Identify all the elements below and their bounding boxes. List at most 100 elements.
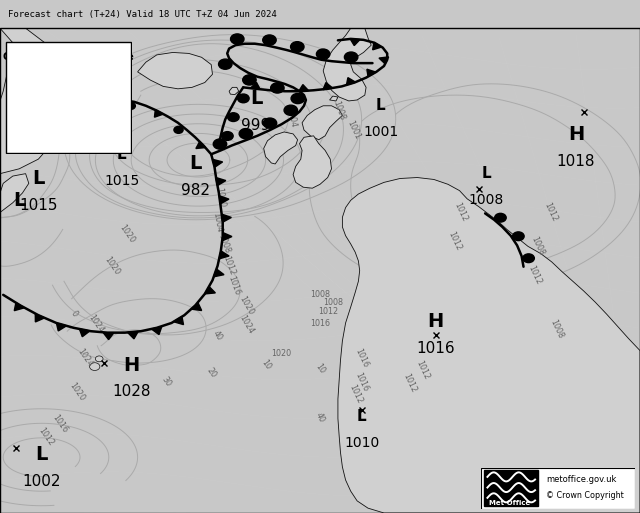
Circle shape	[291, 93, 305, 104]
Polygon shape	[212, 160, 223, 167]
Circle shape	[495, 213, 506, 222]
Text: 1020: 1020	[67, 381, 86, 403]
Text: 1002: 1002	[22, 474, 61, 489]
Polygon shape	[299, 85, 308, 91]
Bar	[484, 470, 538, 506]
Text: 40: 40	[314, 411, 326, 424]
Circle shape	[90, 363, 100, 370]
Polygon shape	[14, 303, 24, 311]
Text: H: H	[568, 125, 584, 144]
Text: 50N: 50N	[6, 107, 23, 115]
Text: Forecast chart (T+24) Valid 18 UTC T+Z 04 Jun 2024: Forecast chart (T+24) Valid 18 UTC T+Z 0…	[8, 10, 276, 18]
Circle shape	[219, 59, 232, 69]
Circle shape	[243, 75, 256, 85]
Text: 1008: 1008	[332, 100, 347, 122]
Text: 30: 30	[160, 376, 173, 389]
Text: 1004: 1004	[285, 107, 298, 129]
Text: 10: 10	[259, 359, 272, 372]
Text: L: L	[376, 98, 386, 113]
Polygon shape	[79, 329, 90, 337]
Text: L: L	[189, 154, 202, 173]
Text: in kt for 4.0 hPa intervals: in kt for 4.0 hPa intervals	[9, 66, 128, 75]
Circle shape	[271, 83, 284, 93]
Text: 10: 10	[94, 136, 105, 145]
Text: 999: 999	[241, 117, 271, 133]
Bar	[28, 80, 125, 127]
Polygon shape	[191, 303, 202, 310]
Text: Met Office: Met Office	[489, 500, 531, 506]
Text: H: H	[123, 356, 140, 374]
Text: 1020: 1020	[102, 255, 122, 277]
Polygon shape	[372, 43, 381, 50]
Text: 1018: 1018	[557, 154, 595, 169]
Text: 1024: 1024	[237, 314, 255, 336]
Polygon shape	[275, 85, 284, 91]
Text: 1020: 1020	[237, 294, 255, 317]
Text: L: L	[356, 408, 367, 424]
Text: 1028: 1028	[112, 384, 150, 399]
Text: 1020: 1020	[117, 224, 136, 245]
Polygon shape	[56, 323, 67, 331]
Polygon shape	[293, 136, 332, 188]
Text: 1015: 1015	[19, 198, 58, 213]
Text: 15: 15	[40, 66, 52, 75]
Polygon shape	[264, 132, 298, 164]
Circle shape	[95, 356, 103, 362]
Text: 1004: 1004	[211, 211, 224, 233]
Text: 1016: 1016	[310, 320, 330, 328]
Text: 40: 40	[211, 329, 224, 343]
Text: 1008: 1008	[216, 233, 232, 255]
Text: 1008: 1008	[323, 298, 343, 307]
Text: 1012: 1012	[221, 255, 237, 277]
Circle shape	[126, 103, 135, 109]
Circle shape	[239, 129, 253, 139]
Text: 1024: 1024	[86, 313, 106, 335]
Circle shape	[344, 52, 358, 62]
Circle shape	[221, 132, 233, 141]
Text: 1001: 1001	[363, 126, 399, 140]
Text: 20: 20	[205, 366, 218, 379]
Circle shape	[513, 232, 524, 241]
Polygon shape	[127, 331, 138, 339]
Polygon shape	[35, 314, 45, 322]
Text: 80: 80	[26, 136, 36, 145]
Circle shape	[263, 118, 276, 128]
Polygon shape	[205, 286, 216, 294]
Circle shape	[174, 126, 183, 133]
Text: 40: 40	[29, 66, 40, 75]
Circle shape	[316, 49, 330, 59]
Text: 1012: 1012	[446, 230, 463, 252]
Polygon shape	[367, 69, 376, 76]
Text: 1012: 1012	[401, 372, 418, 394]
Text: 1015: 1015	[104, 174, 140, 188]
Circle shape	[230, 34, 244, 44]
Circle shape	[237, 94, 249, 103]
Text: 40N: 40N	[6, 122, 23, 131]
Polygon shape	[151, 327, 162, 334]
Text: L: L	[35, 445, 48, 464]
Text: 1012: 1012	[526, 264, 543, 286]
Polygon shape	[323, 28, 371, 101]
Text: 1012: 1012	[36, 426, 56, 448]
Text: 1024: 1024	[75, 347, 94, 369]
Polygon shape	[250, 83, 260, 89]
Text: L: L	[13, 191, 26, 210]
Text: 1000: 1000	[214, 187, 227, 208]
Circle shape	[291, 42, 304, 52]
Text: 25: 25	[40, 136, 52, 145]
Polygon shape	[330, 96, 338, 101]
Text: 1012: 1012	[414, 359, 431, 381]
Text: 1012: 1012	[452, 202, 469, 224]
Text: L: L	[481, 166, 492, 181]
Text: 1001: 1001	[346, 119, 362, 141]
Text: 1008: 1008	[548, 318, 565, 340]
Circle shape	[213, 139, 227, 149]
Polygon shape	[219, 251, 229, 259]
Text: 70N: 70N	[6, 75, 24, 84]
Text: Geostrophic wind scale: Geostrophic wind scale	[3, 52, 134, 62]
Circle shape	[284, 105, 298, 115]
Polygon shape	[0, 174, 29, 212]
Circle shape	[523, 254, 534, 263]
Text: 1008: 1008	[310, 290, 330, 300]
Text: © Crown Copyright: © Crown Copyright	[546, 491, 623, 500]
